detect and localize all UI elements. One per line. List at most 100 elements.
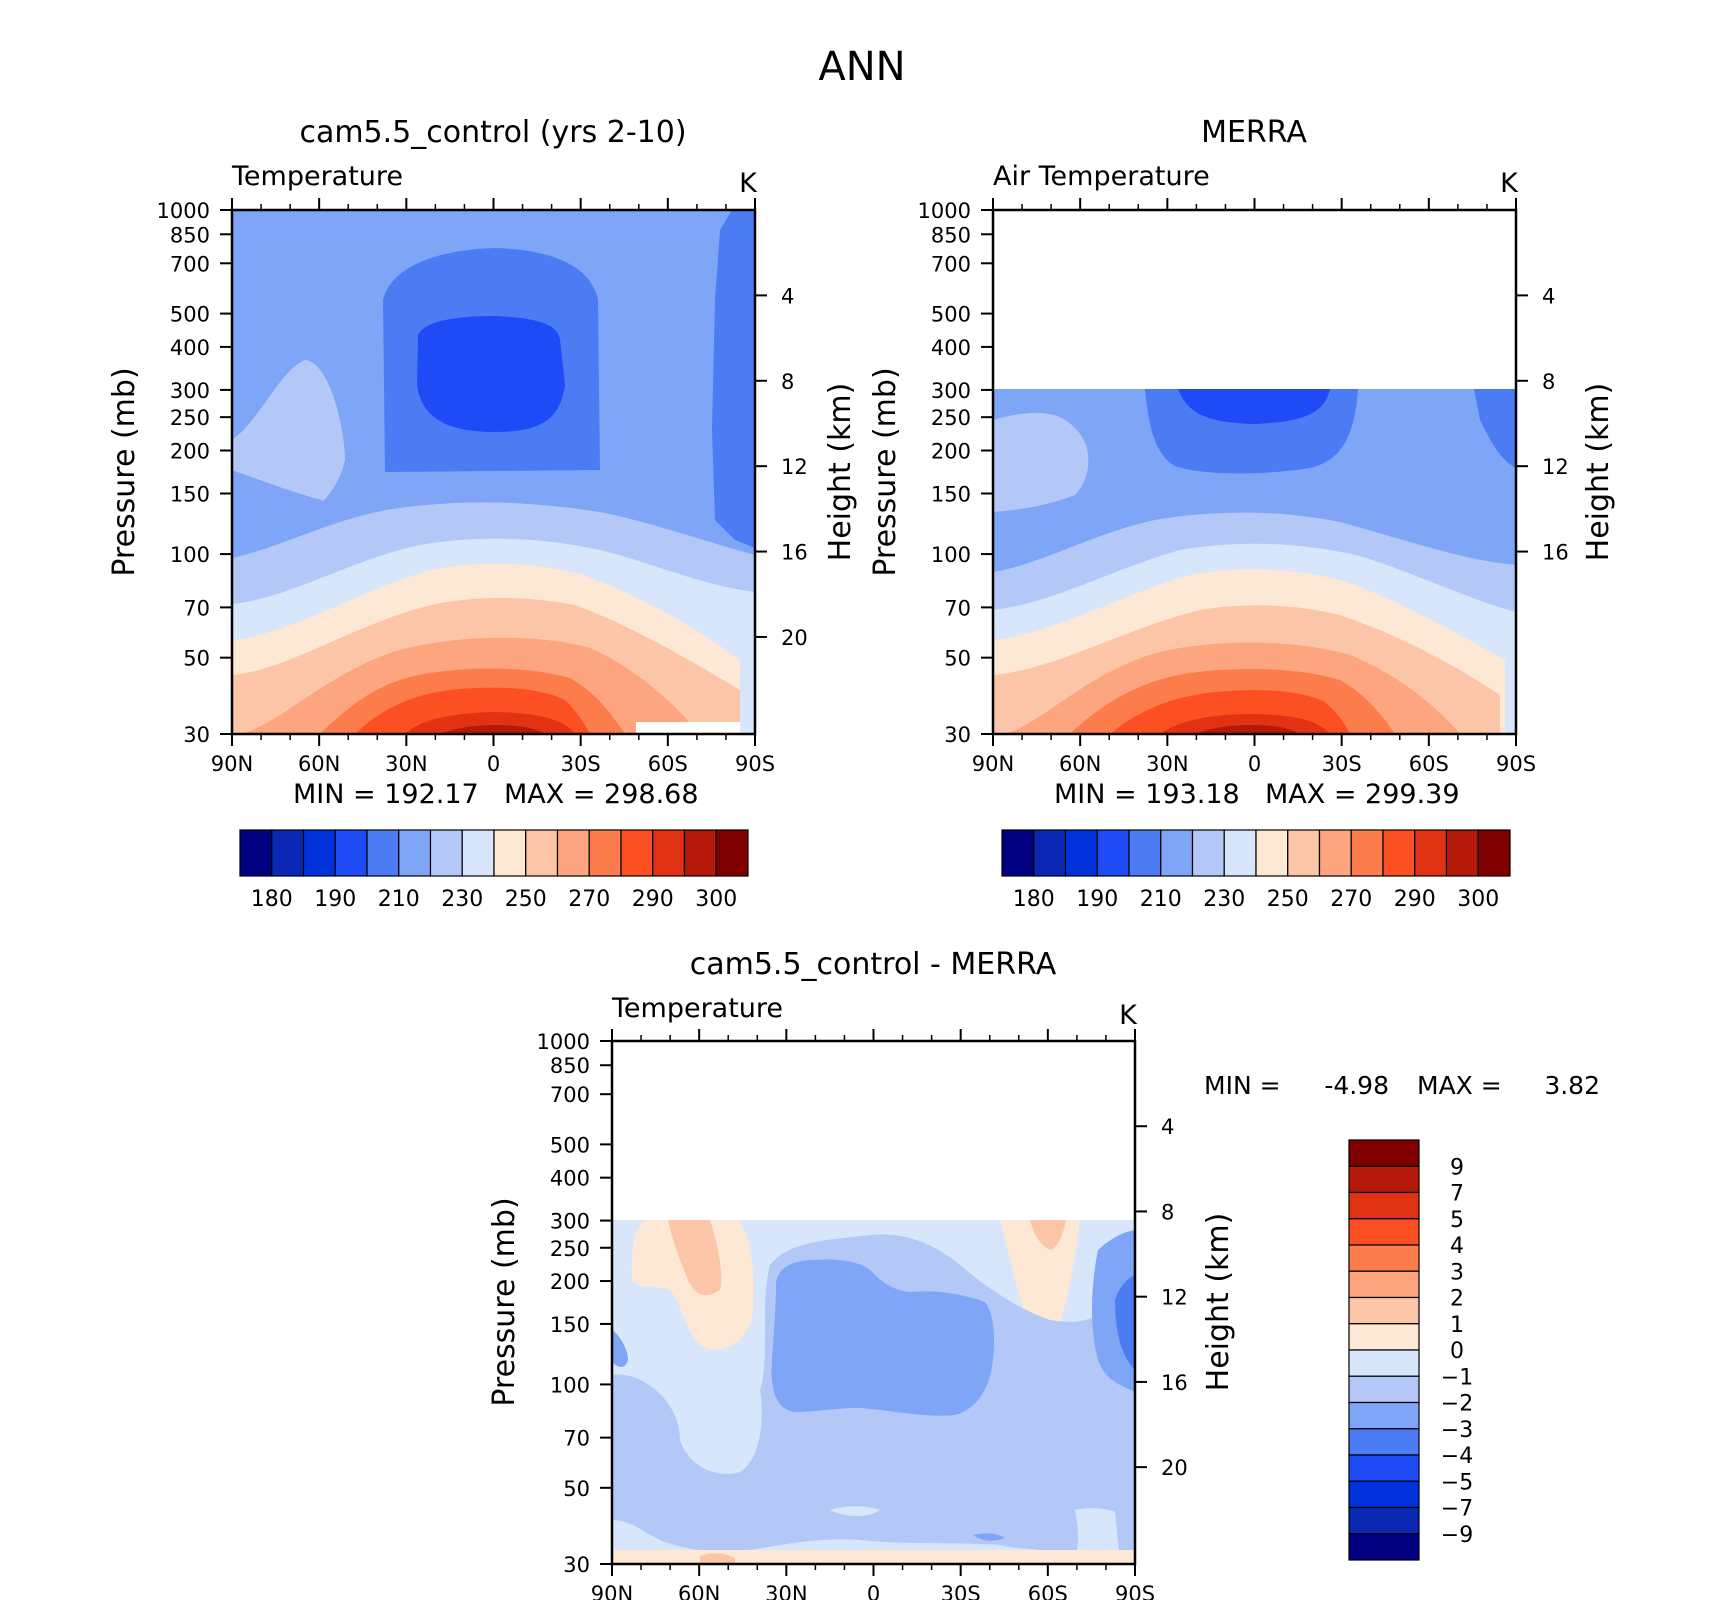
contour-fill bbox=[668, 1220, 722, 1296]
contour-fill bbox=[712, 210, 755, 548]
colorbar-label: 4 bbox=[1450, 1234, 1464, 1259]
x-tick-label: 90N bbox=[591, 1582, 633, 1600]
y-tick-label: 1000 bbox=[537, 1030, 590, 1054]
colorbar-box bbox=[1160, 829, 1194, 877]
figure-title: ANN bbox=[818, 44, 905, 90]
colorbar-box bbox=[683, 829, 717, 877]
contour-fill bbox=[700, 1553, 735, 1564]
colorbar-box bbox=[1348, 1480, 1420, 1509]
colorbar-box bbox=[1096, 829, 1130, 877]
colorbar-label: 270 bbox=[1330, 887, 1372, 912]
y-tick-label: 300 bbox=[170, 379, 210, 403]
contour-fill bbox=[612, 1330, 628, 1367]
y-right-tick-label: 4 bbox=[1161, 1115, 1174, 1139]
panel-merra-variable: Air Temperature bbox=[993, 161, 1210, 192]
panel-model-ylabel-right: Height (km) bbox=[823, 383, 858, 562]
contour-fill bbox=[1195, 725, 1300, 734]
y-right-tick-label: 12 bbox=[1161, 1286, 1188, 1310]
colorbar-label: 190 bbox=[314, 887, 356, 912]
colorbar-label: 290 bbox=[632, 887, 674, 912]
panel-merra-title: MERRA bbox=[1201, 115, 1307, 150]
missing-data bbox=[636, 722, 740, 734]
colorbar-label: 190 bbox=[1076, 887, 1118, 912]
y-tick-label: 500 bbox=[550, 1133, 590, 1157]
y-tick-label: 70 bbox=[944, 596, 971, 620]
colorbar-label: −9 bbox=[1441, 1523, 1473, 1548]
colorbar-box bbox=[1001, 829, 1035, 877]
panel-diff-max-value: 3.82 bbox=[1544, 1071, 1600, 1100]
x-tick-label: 90S bbox=[1115, 1582, 1155, 1600]
y-tick-label: 150 bbox=[170, 482, 210, 506]
colorbar-box bbox=[1255, 829, 1289, 877]
panel-diff: cam5.5_control - MERRA Temperature K 305… bbox=[487, 947, 1600, 1600]
colorbar-label: 290 bbox=[1394, 887, 1436, 912]
y-tick-label: 100 bbox=[550, 1373, 590, 1397]
colorbar-box bbox=[1477, 829, 1511, 877]
contour-fill bbox=[993, 412, 1089, 512]
x-tick-label: 90S bbox=[1496, 752, 1536, 776]
colorbar-box bbox=[1287, 829, 1321, 877]
colorbar-label: 230 bbox=[441, 887, 483, 912]
colorbar-box bbox=[1033, 829, 1067, 877]
panel-model-max: MAX = 298.68 bbox=[504, 779, 699, 810]
panel-merra-ylabel: Pressure (mb) bbox=[868, 367, 903, 576]
panel-merra-contours bbox=[993, 389, 1516, 734]
x-tick-label: 30S bbox=[561, 752, 601, 776]
colorbar-label: 3 bbox=[1450, 1260, 1464, 1285]
y-tick-label: 700 bbox=[170, 252, 210, 276]
panel-diff-title: cam5.5_control - MERRA bbox=[690, 947, 1057, 982]
x-tick-label: 90N bbox=[972, 752, 1014, 776]
y-tick-label: 150 bbox=[931, 482, 971, 506]
y-tick-label: 250 bbox=[931, 406, 971, 430]
colorbar-box bbox=[1348, 1401, 1420, 1430]
panel-model-variable: Temperature bbox=[231, 161, 403, 192]
y-tick-label: 850 bbox=[931, 223, 971, 247]
colorbar-box bbox=[1350, 829, 1384, 877]
colorbar-label: 5 bbox=[1450, 1208, 1464, 1233]
contour-fill bbox=[1000, 1220, 1080, 1344]
colorbar-box bbox=[1348, 1296, 1420, 1325]
colorbar-label: 250 bbox=[505, 887, 547, 912]
colorbar-box bbox=[1348, 1454, 1420, 1482]
colorbar-box bbox=[715, 829, 749, 877]
panel-diff-ylabel: Pressure (mb) bbox=[487, 1197, 522, 1406]
x-tick-label: 30N bbox=[765, 1582, 807, 1600]
panel-model-axes: 3050701001502002503004005007008501000481… bbox=[157, 198, 808, 776]
colorbar-box bbox=[493, 829, 527, 877]
colorbar-box bbox=[429, 829, 463, 877]
colorbar-label: −3 bbox=[1441, 1418, 1473, 1443]
colorbar-box bbox=[1223, 829, 1257, 877]
colorbar-box bbox=[271, 829, 305, 877]
y-right-tick-label: 8 bbox=[781, 370, 794, 394]
y-tick-label: 500 bbox=[931, 303, 971, 327]
y-tick-label: 150 bbox=[550, 1313, 590, 1337]
panel-merra-colorbar: 180 190 210 230 250 270 290 300 bbox=[1001, 829, 1511, 912]
panel-diff-axes: 3050701001502002503004005007008501000481… bbox=[537, 1029, 1188, 1600]
panel-model: cam5.5_control (yrs 2-10) Temperature K … bbox=[107, 115, 858, 912]
x-tick-label: 60S bbox=[1409, 752, 1449, 776]
contour-fill bbox=[1075, 1508, 1120, 1560]
y-right-tick-label: 16 bbox=[1161, 1371, 1188, 1395]
y-tick-label: 30 bbox=[183, 723, 210, 747]
colorbar-label: 1 bbox=[1450, 1313, 1464, 1338]
y-right-tick-label: 4 bbox=[1542, 284, 1555, 308]
panel-model-colorbar: 180 190 210 230 250 270 290 300 bbox=[239, 829, 749, 912]
colorbar-box bbox=[1348, 1349, 1420, 1377]
colorbar-box bbox=[1191, 829, 1225, 877]
colorbar-box bbox=[1348, 1323, 1420, 1351]
panel-diff-min-label: MIN = bbox=[1204, 1071, 1281, 1100]
y-tick-label: 200 bbox=[931, 440, 971, 464]
colorbar-label: −5 bbox=[1441, 1470, 1473, 1495]
y-tick-label: 100 bbox=[170, 543, 210, 567]
colorbar-box bbox=[398, 829, 432, 877]
colorbar-box bbox=[1445, 829, 1479, 877]
panel-diff-variable: Temperature bbox=[611, 993, 783, 1024]
x-tick-label: 60S bbox=[648, 752, 688, 776]
y-tick-label: 300 bbox=[931, 379, 971, 403]
colorbar-box bbox=[1348, 1533, 1420, 1561]
panel-model-ylabel: Pressure (mb) bbox=[107, 367, 142, 576]
contour-fill bbox=[417, 316, 565, 432]
y-right-tick-label: 16 bbox=[781, 541, 808, 565]
y-tick-label: 400 bbox=[170, 336, 210, 360]
colorbar-label: 0 bbox=[1450, 1339, 1464, 1364]
